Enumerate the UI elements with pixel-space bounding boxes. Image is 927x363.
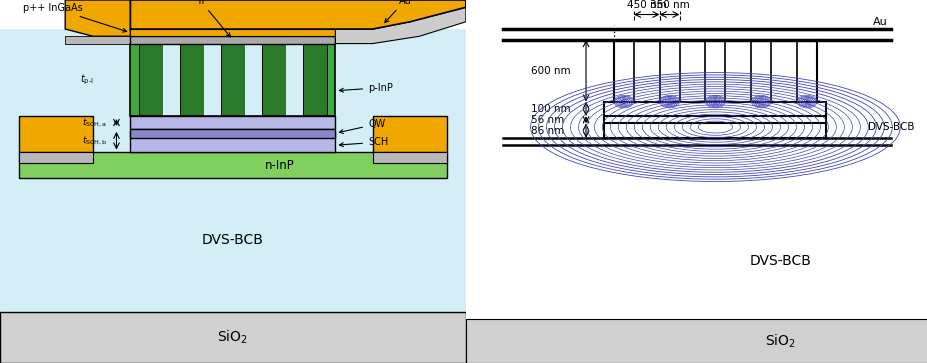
- Bar: [335, 36, 373, 116]
- Bar: [131, 29, 335, 36]
- Bar: [0, 29, 465, 312]
- Text: 100 nm: 100 nm: [530, 104, 569, 114]
- Text: 450 nm: 450 nm: [626, 0, 666, 11]
- Bar: [203, 44, 221, 116]
- Text: SiO$_2$: SiO$_2$: [217, 329, 248, 346]
- Bar: [0, 312, 465, 363]
- Polygon shape: [335, 7, 465, 44]
- Bar: [221, 44, 245, 116]
- Bar: [162, 44, 180, 116]
- Text: 350 nm: 350 nm: [649, 0, 689, 11]
- Bar: [65, 36, 131, 44]
- Bar: [303, 44, 326, 116]
- Polygon shape: [131, 0, 465, 29]
- Bar: [245, 44, 262, 116]
- Bar: [131, 44, 335, 116]
- Text: DVS-BCB: DVS-BCB: [202, 233, 263, 246]
- Bar: [93, 36, 131, 116]
- Text: QW: QW: [339, 119, 385, 133]
- Text: 86 nm: 86 nm: [530, 126, 564, 136]
- Bar: [131, 131, 335, 152]
- Bar: [139, 44, 162, 116]
- Text: $t_{\rm SCH,b}$: $t_{\rm SCH,b}$: [82, 135, 107, 147]
- Text: Ti: Ti: [196, 0, 230, 37]
- Bar: [19, 152, 93, 163]
- Bar: [373, 152, 447, 163]
- Text: p-InP: p-InP: [339, 83, 392, 93]
- Bar: [131, 36, 335, 44]
- Bar: [373, 116, 447, 152]
- Text: SCH: SCH: [339, 137, 387, 147]
- Bar: [180, 44, 203, 116]
- Text: 56 nm: 56 nm: [530, 115, 564, 125]
- Text: p++ InGaAs: p++ InGaAs: [23, 3, 126, 32]
- Bar: [131, 129, 335, 138]
- Text: 600 nm: 600 nm: [530, 66, 569, 76]
- Bar: [262, 44, 286, 116]
- Text: Au: Au: [871, 17, 886, 27]
- Text: SiO$_2$: SiO$_2$: [764, 333, 794, 350]
- Bar: [131, 44, 335, 116]
- Text: $t_{\rm SCH,a}$: $t_{\rm SCH,a}$: [82, 117, 107, 129]
- Bar: [19, 116, 93, 152]
- Text: n-InP: n-InP: [264, 159, 294, 172]
- Polygon shape: [65, 0, 131, 36]
- Text: DVS-BCB: DVS-BCB: [748, 254, 810, 268]
- Text: $t_{\rm p\text{-}InP}$: $t_{\rm p\text{-}InP}$: [80, 73, 102, 87]
- Bar: [19, 152, 447, 178]
- Text: Au: Au: [385, 0, 412, 23]
- Bar: [131, 116, 335, 129]
- Text: DVS-BCB: DVS-BCB: [867, 122, 913, 132]
- Bar: [465, 319, 927, 363]
- Bar: [286, 44, 303, 116]
